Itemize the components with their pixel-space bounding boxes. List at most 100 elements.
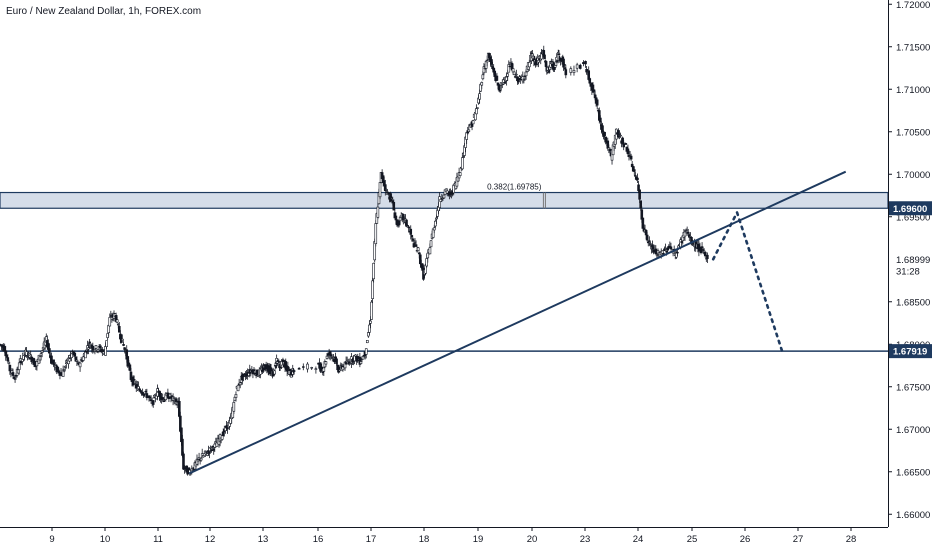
candle-body	[654, 248, 658, 255]
candle-body	[232, 402, 236, 412]
time-tick-label: 12	[205, 534, 216, 545]
candle-body	[426, 252, 430, 259]
candle-body	[27, 352, 30, 354]
candle-body	[584, 60, 587, 65]
candle-body	[6, 357, 10, 362]
candle-body	[524, 71, 528, 77]
price-tick-label: 1.66000	[896, 510, 930, 521]
candle-body	[322, 367, 326, 372]
candle-body	[461, 157, 464, 170]
candle-body	[354, 354, 357, 357]
time-tick-label: 18	[419, 534, 430, 545]
price-tag-label: 1.69600	[893, 204, 927, 215]
price-tag[interactable]	[889, 201, 932, 216]
candle-body	[564, 69, 568, 76]
candle-body	[639, 200, 643, 209]
candle-body	[648, 240, 651, 242]
candle-body	[471, 120, 475, 125]
candle-body	[458, 172, 462, 176]
candle-body	[297, 368, 301, 370]
candle-body	[78, 362, 82, 368]
candle-body	[94, 345, 98, 349]
candle-body	[575, 64, 579, 69]
candle-body	[543, 54, 546, 60]
candle-body	[115, 319, 119, 323]
candle-body	[591, 84, 595, 93]
candle-body	[410, 235, 414, 238]
candle-body	[75, 359, 79, 362]
candle-body	[622, 143, 625, 148]
candle-body	[506, 73, 510, 77]
time-tick-label: 11	[153, 534, 163, 545]
candle-body	[207, 450, 210, 452]
candle-body	[442, 194, 446, 199]
time-tick-label: 24	[633, 534, 644, 545]
candle-body	[208, 451, 211, 454]
candle-body	[376, 206, 380, 218]
candle-body	[405, 219, 408, 226]
candle-body	[209, 447, 212, 449]
candle-body	[588, 78, 592, 84]
time-tick-label: 25	[687, 534, 698, 545]
candle-body	[414, 244, 418, 247]
time-tick-label: 27	[793, 534, 804, 545]
candle-body	[284, 361, 288, 369]
candle-body	[368, 324, 371, 333]
candle-body	[502, 79, 505, 85]
candle-body	[273, 370, 276, 375]
candle-body	[7, 361, 11, 364]
price-tick-label: 1.72000	[896, 0, 930, 11]
candle-body	[599, 117, 602, 123]
candle-body	[139, 389, 142, 393]
candle-body	[324, 361, 328, 365]
candle-body	[56, 366, 60, 371]
candle-body	[310, 367, 314, 369]
ascending-trendline[interactable]	[188, 170, 847, 475]
candle-body	[645, 234, 649, 241]
price-tick-label: 1.68500	[896, 297, 930, 308]
candle-body	[161, 397, 164, 400]
candle-body	[314, 368, 318, 370]
candle-body	[582, 62, 585, 65]
candle-body	[629, 155, 633, 160]
price-tick-label: 1.71500	[896, 42, 930, 53]
candle-body	[48, 348, 51, 354]
candle-body	[81, 356, 85, 361]
candle-body	[476, 107, 479, 109]
candle-body	[162, 400, 166, 403]
candle-body	[595, 99, 599, 106]
candle-body	[411, 238, 415, 241]
candle-body	[121, 338, 124, 341]
candle-body	[263, 369, 267, 372]
candle-body	[73, 352, 77, 357]
candle-body	[141, 391, 144, 395]
candle-body	[480, 82, 484, 86]
candle-body	[338, 369, 342, 372]
projection-path[interactable]	[711, 209, 784, 353]
time-tick-label: 26	[740, 534, 751, 545]
price-tick-label: 1.69500	[896, 212, 930, 223]
candle-body	[211, 445, 214, 448]
candle-body	[636, 177, 639, 180]
price-tag[interactable]	[889, 344, 932, 359]
candle-body	[70, 353, 73, 358]
candle-body	[603, 131, 606, 137]
candle-body	[557, 53, 561, 55]
last-price-label: 1.68999	[896, 255, 930, 266]
candle-body	[68, 358, 71, 362]
candle-body	[371, 280, 374, 299]
candle-body	[118, 326, 121, 333]
candle-body	[175, 403, 179, 406]
candle-body	[592, 89, 596, 92]
candle-body	[93, 349, 97, 352]
candle-body	[601, 125, 604, 133]
candle-body	[638, 189, 641, 200]
price-tick-label: 1.67000	[896, 425, 930, 436]
candle-body	[485, 60, 489, 63]
candle-body	[372, 262, 375, 280]
candle-body	[370, 301, 373, 320]
candle-body	[62, 370, 66, 372]
candle-body	[624, 143, 628, 145]
